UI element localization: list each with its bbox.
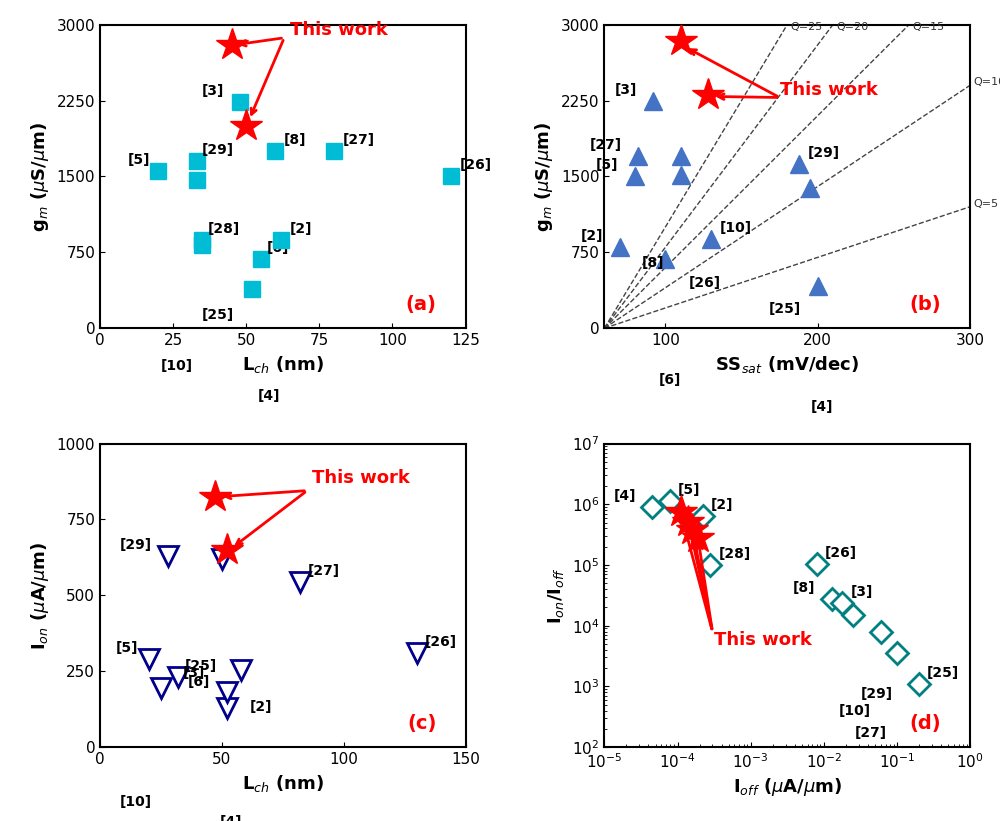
- Text: [8]: [8]: [284, 133, 306, 147]
- Text: [10]: [10]: [719, 221, 752, 235]
- Text: This work: This work: [290, 21, 388, 39]
- Text: [2]: [2]: [250, 700, 272, 714]
- Text: [4]: [4]: [258, 389, 280, 403]
- Text: (a): (a): [405, 295, 436, 314]
- Text: [2]: [2]: [290, 222, 312, 236]
- Text: [8]: [8]: [793, 580, 816, 594]
- Text: [5]: [5]: [115, 641, 138, 655]
- Text: [29]: [29]: [808, 146, 840, 160]
- Text: [6]: [6]: [188, 675, 210, 689]
- X-axis label: SS$_{sat}$ (mV/dec): SS$_{sat}$ (mV/dec): [715, 354, 859, 374]
- Text: [26]: [26]: [689, 276, 721, 290]
- Text: This work: This work: [714, 631, 812, 649]
- Text: [26]: [26]: [425, 635, 457, 649]
- Text: (d): (d): [909, 714, 941, 733]
- X-axis label: I$_{off}$ ($\mu$A/$\mu$m): I$_{off}$ ($\mu$A/$\mu$m): [733, 776, 842, 798]
- X-axis label: L$_{ch}$ (nm): L$_{ch}$ (nm): [242, 354, 324, 374]
- Text: [26]: [26]: [459, 158, 491, 172]
- Text: [10]: [10]: [119, 795, 151, 809]
- Text: (c): (c): [407, 714, 436, 733]
- Text: [10]: [10]: [161, 360, 193, 374]
- Text: [25]: [25]: [768, 301, 801, 315]
- Text: Q=10: Q=10: [973, 77, 1000, 87]
- Text: This work: This work: [780, 81, 877, 99]
- Text: [25]: [25]: [202, 309, 234, 323]
- Text: [2]: [2]: [711, 498, 733, 511]
- Text: [25]: [25]: [927, 666, 959, 680]
- Y-axis label: g$_m$ ($\mu$S/$\mu$m): g$_m$ ($\mu$S/$\mu$m): [29, 122, 51, 232]
- Text: Q=15: Q=15: [912, 21, 944, 32]
- Text: Q=25: Q=25: [790, 21, 823, 32]
- X-axis label: L$_{ch}$ (nm): L$_{ch}$ (nm): [242, 773, 324, 794]
- Text: (b): (b): [909, 295, 941, 314]
- Text: [26]: [26]: [825, 546, 857, 560]
- Text: Q=5: Q=5: [973, 199, 998, 209]
- Text: [3]: [3]: [851, 585, 873, 599]
- Text: [27]: [27]: [308, 564, 340, 578]
- Text: [27]: [27]: [855, 726, 887, 740]
- Y-axis label: g$_m$ ($\mu$S/$\mu$m): g$_m$ ($\mu$S/$\mu$m): [533, 122, 555, 232]
- Text: [4]: [4]: [613, 489, 636, 503]
- Text: [28]: [28]: [208, 222, 240, 236]
- Text: [2]: [2]: [581, 229, 603, 243]
- Text: This work: This work: [312, 469, 410, 487]
- Text: [27]: [27]: [589, 138, 621, 152]
- Y-axis label: I$_{on}$ ($\mu$A/$\mu$m): I$_{on}$ ($\mu$A/$\mu$m): [29, 541, 51, 649]
- Text: [6]: [6]: [658, 374, 681, 388]
- Text: [8]: [8]: [642, 256, 664, 270]
- Text: [29]: [29]: [120, 538, 152, 552]
- Text: [5]: [5]: [677, 483, 700, 497]
- Text: [3]: [3]: [614, 83, 637, 97]
- Text: [4]: [4]: [220, 814, 242, 821]
- Text: [4]: [4]: [811, 400, 833, 414]
- Text: [6]: [6]: [266, 241, 289, 255]
- Text: [28]: [28]: [719, 547, 751, 561]
- Text: [29]: [29]: [861, 687, 893, 701]
- Text: [25]: [25]: [185, 659, 217, 673]
- Text: [3]: [3]: [183, 666, 205, 680]
- Text: Q=20: Q=20: [836, 21, 868, 32]
- Text: [10]: [10]: [839, 704, 871, 718]
- Y-axis label: I$_{on}$/I$_{off}$: I$_{on}$/I$_{off}$: [546, 567, 566, 624]
- Text: [3]: [3]: [201, 84, 224, 98]
- Text: [27]: [27]: [342, 133, 374, 147]
- Text: [29]: [29]: [202, 144, 234, 158]
- Text: [5]: [5]: [128, 154, 150, 167]
- Text: [5]: [5]: [596, 158, 619, 172]
